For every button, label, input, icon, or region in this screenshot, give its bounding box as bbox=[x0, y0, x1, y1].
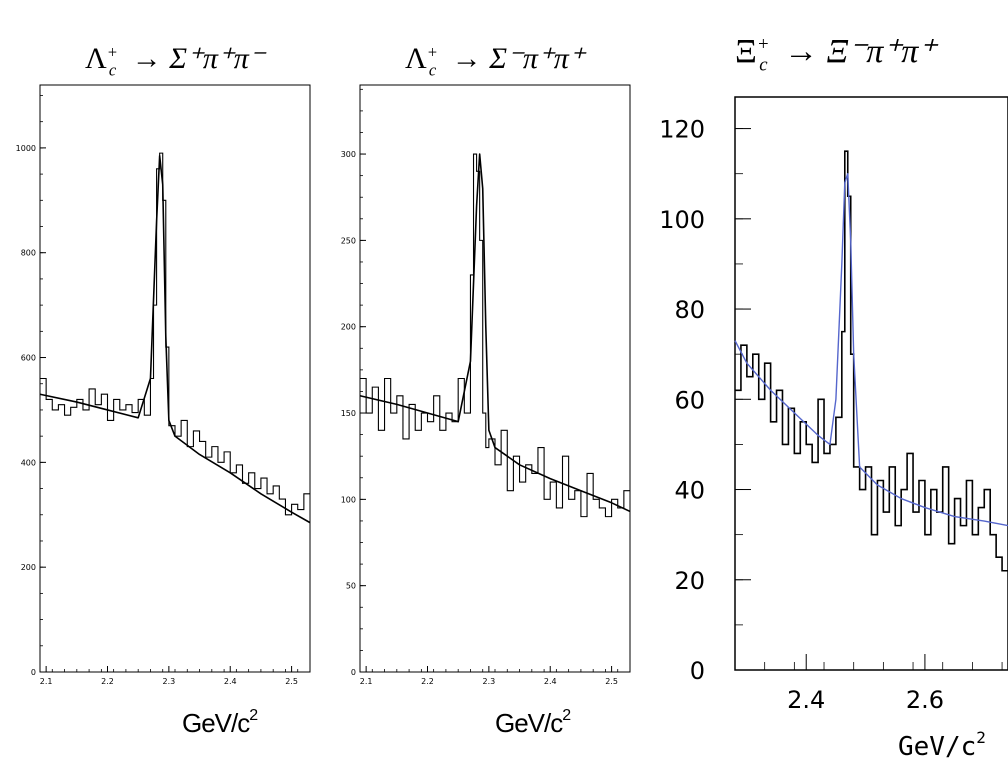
chart-title: Λ+ c → Σ⁺π⁺π⁻ bbox=[85, 42, 267, 80]
x-tick-label: 2.2 bbox=[421, 677, 434, 686]
y-tick-label: 0 bbox=[690, 657, 705, 685]
x-tick-label: 2.2 bbox=[101, 677, 114, 686]
title-arrow: → bbox=[124, 42, 169, 75]
x-tick-label: 2.4 bbox=[544, 677, 557, 686]
chart-title: Λ+ c → Σ⁻π⁺π⁺ bbox=[405, 42, 587, 80]
x-tick-label: 2.3 bbox=[482, 677, 495, 686]
title-final-state: Ξ⁻π⁺π⁺ bbox=[827, 33, 940, 70]
title-subscript: c bbox=[109, 61, 117, 80]
histogram-series bbox=[360, 153, 630, 518]
x-axis-unit-exponent: 2 bbox=[562, 707, 571, 724]
plot-frame bbox=[39, 84, 311, 673]
chart-title: Ξ+ c → Ξ⁻π⁺π⁺ bbox=[735, 33, 939, 76]
histogram-series bbox=[735, 150, 1008, 572]
fit-curve bbox=[359, 153, 631, 513]
x-tick-label: 2.5 bbox=[285, 677, 298, 686]
y-tick-label: 20 bbox=[674, 567, 705, 595]
title-arrow: → bbox=[444, 42, 489, 75]
fit-curve bbox=[39, 154, 311, 524]
y-tick-label: 400 bbox=[21, 458, 36, 467]
y-tick-label: 100 bbox=[659, 206, 705, 234]
title-particle: Λ bbox=[85, 42, 107, 75]
x-tick-label: 2.4 bbox=[787, 686, 825, 714]
title-subscript: c bbox=[759, 55, 768, 76]
x-axis-unit: GeV/c2 bbox=[898, 728, 986, 762]
x-axis-unit-exponent: 2 bbox=[249, 707, 258, 724]
histogram-series bbox=[40, 152, 310, 516]
x-axis-unit-main: GeV/c bbox=[182, 708, 250, 738]
panel-lambda-sigma-minus: Λ+ c → Σ⁻π⁺π⁺ 0 50 100 150 200 250 300 2.1 2.2 2.3 2… bbox=[341, 42, 631, 738]
plot-frame bbox=[359, 84, 631, 673]
y-tick-label: 200 bbox=[21, 563, 36, 572]
y-tick-label: 1000 bbox=[16, 144, 36, 153]
title-final-state: Σ⁺π⁺π⁻ bbox=[168, 42, 267, 75]
x-tick-label: 2.1 bbox=[40, 677, 53, 686]
title-particle: Ξ bbox=[735, 33, 757, 70]
x-tick-label: 2.4 bbox=[224, 677, 237, 686]
y-tick-label: 250 bbox=[341, 236, 356, 245]
title-particle: Λ bbox=[405, 42, 427, 75]
plot-frame bbox=[734, 96, 1008, 671]
y-tick-label: 50 bbox=[346, 582, 356, 591]
x-tick-label: 2.6 bbox=[906, 686, 944, 714]
fit-curve bbox=[734, 173, 1008, 527]
x-axis-unit: GeV/c2 bbox=[495, 707, 571, 738]
y-tick-label: 40 bbox=[674, 477, 705, 505]
y-tick-label: 600 bbox=[21, 354, 36, 363]
y-tick-label: 80 bbox=[674, 296, 705, 324]
y-tick-label: 200 bbox=[341, 323, 356, 332]
y-tick-label: 0 bbox=[31, 668, 36, 677]
title-arrow: → bbox=[776, 33, 827, 70]
title-subscript: c bbox=[429, 61, 437, 80]
y-tick-label: 60 bbox=[674, 386, 705, 414]
y-tick-label: 150 bbox=[341, 409, 356, 418]
panel-lambda-sigma-plus: Λ+ c → Σ⁺π⁺π⁻ 0 200 400 600 800 1000 2.1 2.2 2.3 2.… bbox=[16, 42, 311, 738]
x-tick-label: 2.1 bbox=[360, 677, 373, 686]
y-tick-label: 800 bbox=[21, 249, 36, 258]
y-tick-label: 300 bbox=[341, 150, 356, 159]
y-tick-label: 0 bbox=[351, 668, 356, 677]
title-charge: + bbox=[757, 34, 770, 55]
y-tick-label: 100 bbox=[341, 495, 356, 504]
x-tick-label: 2.3 bbox=[162, 677, 175, 686]
x-axis-unit-main: GeV/c bbox=[495, 708, 563, 738]
panel-xi-xi-minus: Ξ+ c → Ξ⁻π⁺π⁺ 0 20 40 60 80 100 120 2.4 2.6 GeV/c2 bbox=[659, 33, 1008, 762]
title-charge: + bbox=[427, 43, 438, 62]
title-charge: + bbox=[107, 43, 118, 62]
x-axis-unit-exponent: 2 bbox=[976, 728, 986, 747]
title-final-state: Σ⁻π⁺π⁺ bbox=[488, 42, 587, 75]
y-tick-label: 120 bbox=[659, 116, 705, 144]
x-axis-unit-main: GeV/c bbox=[898, 732, 976, 762]
x-tick-label: 2.5 bbox=[605, 677, 618, 686]
x-axis-unit: GeV/c2 bbox=[182, 707, 258, 738]
